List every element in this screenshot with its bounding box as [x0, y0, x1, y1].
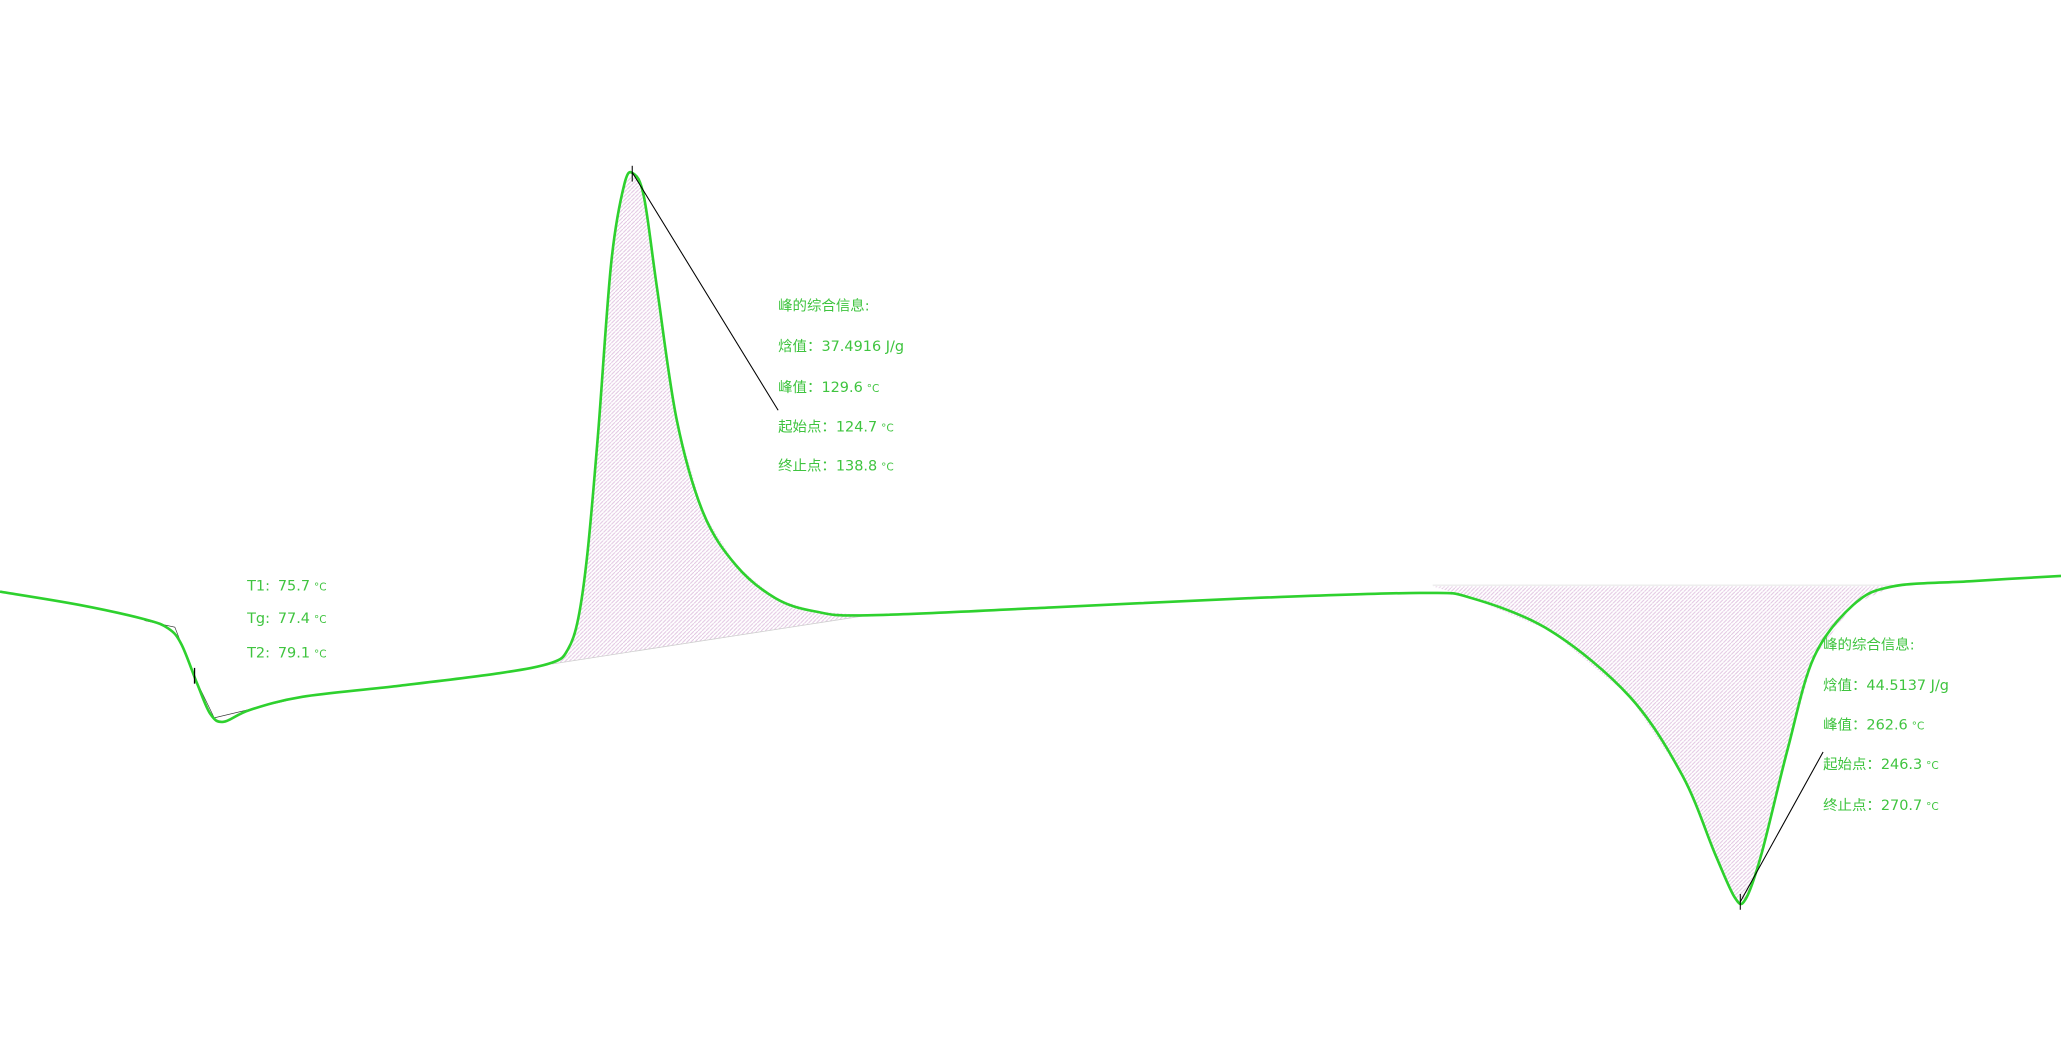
peak2-enthalpy: 焓值：44.5137 J/g — [1823, 677, 1949, 694]
peak2-leader-line — [1739, 751, 1824, 903]
peak1-title: 峰的综合信息: — [778, 297, 870, 314]
peak1-leader-line — [631, 172, 779, 411]
t1-label: T1: 75.7 °C — [246, 578, 326, 594]
peak1-peak-temp: 峰值：129.6 °C — [778, 379, 879, 396]
peak1-baseline — [551, 614, 868, 665]
peak1-annotation: 峰的综合信息: 焓值：37.4916 J/g 峰值：129.6 °C 起始点：12… — [778, 297, 904, 474]
tg-label: Tg: 77.4 °C — [246, 611, 326, 627]
peak1-area — [552, 173, 868, 664]
peak1-onset: 起始点：124.7 °C — [778, 418, 894, 435]
peak2-title: 峰的综合信息: — [1823, 636, 1915, 653]
t2-label: T2: 79.1 °C — [246, 645, 326, 661]
peak2-peak-temp: 峰值：262.6 °C — [1823, 717, 1924, 734]
peak2-annotation: 峰的综合信息: 焓值：44.5137 J/g 峰值：262.6 °C 起始点：24… — [1823, 636, 1949, 813]
tg-tangent-lines — [144, 620, 303, 719]
tg-annotation: T1: 75.7 °C Tg: 77.4 °C T2: 79.1 °C — [246, 578, 326, 661]
peak1-enthalpy: 焓值：37.4916 J/g — [778, 338, 904, 355]
peak2-endset: 终止点：270.7 °C — [1823, 797, 1939, 814]
peak2-onset: 起始点：246.3 °C — [1823, 756, 1939, 773]
peak1-endset: 终止点：138.8 °C — [778, 458, 894, 475]
